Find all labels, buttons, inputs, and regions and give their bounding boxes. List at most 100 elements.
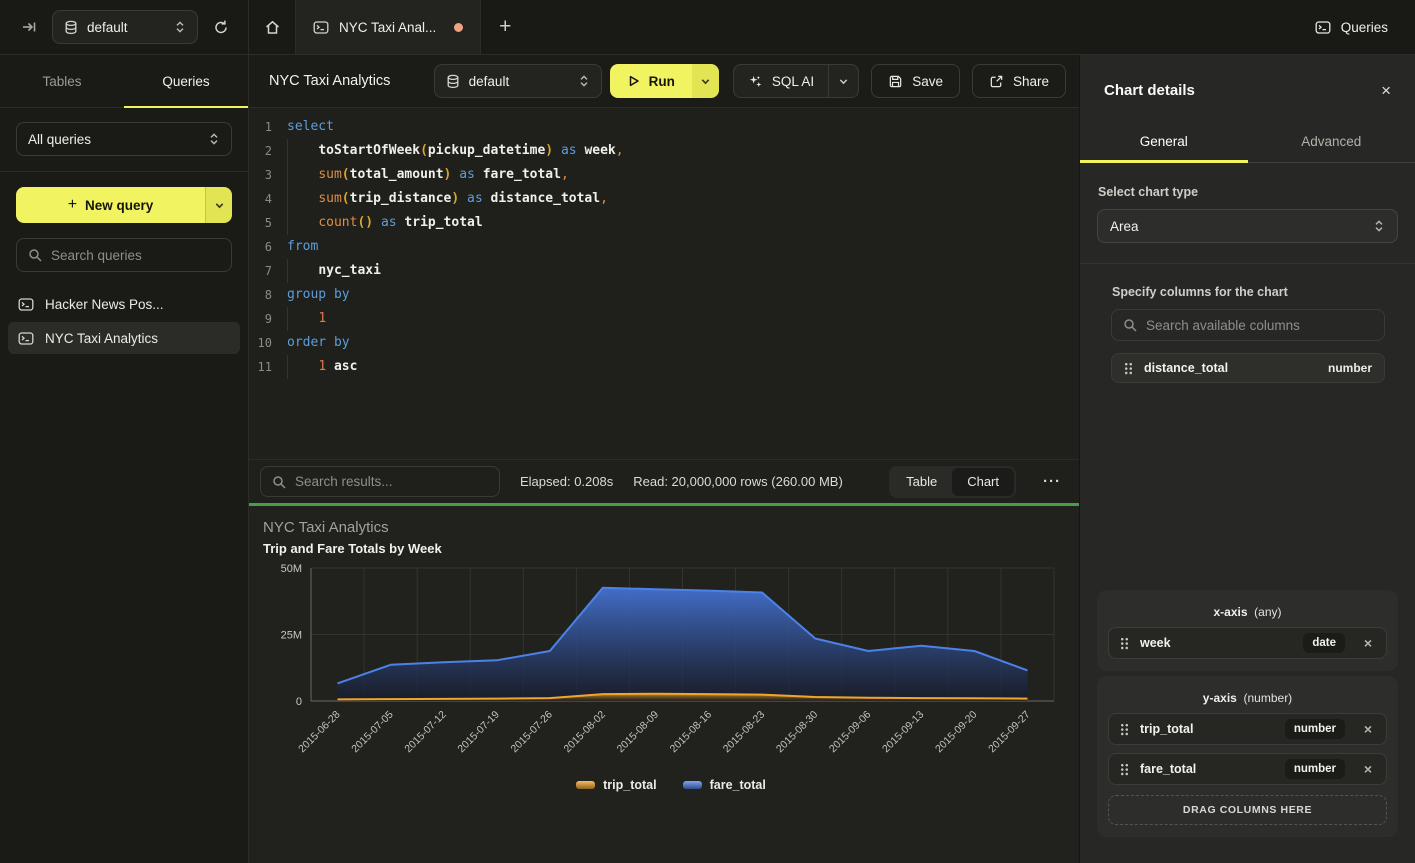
column-type-badge: number <box>1285 719 1345 739</box>
column-name: trip_total <box>1140 722 1193 736</box>
run-database-value: default <box>469 74 569 89</box>
new-query-main[interactable]: + New query <box>16 187 205 223</box>
chevron-updown-icon <box>578 74 590 88</box>
results-chart[interactable]: 025M50M2015-06-282015-07-052015-07-12201… <box>263 562 1075 776</box>
view-toggle-chart[interactable]: Chart <box>952 468 1014 496</box>
results-search-field[interactable] <box>295 474 488 489</box>
close-icon[interactable]: × <box>1381 82 1391 99</box>
editor-line[interactable]: 6from <box>249 235 1079 259</box>
editor-line[interactable]: 10order by <box>249 331 1079 355</box>
drag-handle-icon[interactable] <box>1120 637 1129 650</box>
remove-column-icon[interactable]: × <box>1356 635 1380 651</box>
remove-column-icon[interactable]: × <box>1356 721 1380 737</box>
results-toolbar: Elapsed: 0.208s Read: 20,000,000 rows (2… <box>249 459 1079 503</box>
query-filter-select[interactable]: All queries <box>16 122 232 156</box>
query-search-input[interactable] <box>16 238 232 272</box>
home-button[interactable] <box>249 0 296 54</box>
legend-item[interactable]: trip_total <box>576 778 656 792</box>
svg-text:50M: 50M <box>281 563 302 575</box>
line-number: 8 <box>249 283 287 307</box>
query-item-label: Hacker News Pos... <box>45 297 164 312</box>
drag-handle-icon[interactable] <box>1124 362 1133 375</box>
editor-line[interactable]: 1select <box>249 115 1079 139</box>
editor-line[interactable]: 7 nyc_taxi <box>249 259 1079 283</box>
code-text: count() as trip_total <box>287 211 483 235</box>
editor-line[interactable]: 2 toStartOfWeek(pickup_datetime) as week… <box>249 139 1079 163</box>
save-button[interactable]: Save <box>871 64 960 98</box>
share-button[interactable]: Share <box>972 64 1066 98</box>
legend-item[interactable]: fare_total <box>683 778 766 792</box>
new-query-button[interactable]: + New query <box>16 187 232 223</box>
remove-column-icon[interactable]: × <box>1356 761 1380 777</box>
drag-handle-icon[interactable] <box>1120 723 1129 736</box>
columns-section: Specify columns for the chart distance_t… <box>1111 264 1385 383</box>
divider <box>0 171 248 172</box>
available-column-row[interactable]: distance_totalnumber <box>1111 353 1385 383</box>
search-icon <box>272 475 286 489</box>
x-axis-heading: x-axis (any) <box>1108 605 1387 619</box>
x-axis-box: x-axis (any) weekdate× <box>1097 590 1398 671</box>
columns-search-input[interactable] <box>1111 309 1385 341</box>
editor-line[interactable]: 11 1 asc <box>249 355 1079 379</box>
view-toggle-table[interactable]: Table <box>891 468 952 496</box>
line-number: 11 <box>249 355 287 379</box>
run-options-caret[interactable] <box>692 64 719 98</box>
results-search-input[interactable] <box>260 466 500 497</box>
svg-text:0: 0 <box>296 696 302 708</box>
editor-line[interactable]: 3 sum(total_amount) as fare_total, <box>249 163 1079 187</box>
tab-nyc-taxi-analytics[interactable]: NYC Taxi Anal... <box>296 0 481 54</box>
database-selector[interactable]: default <box>52 10 198 44</box>
query-filter-value: All queries <box>28 132 199 147</box>
code-text: nyc_taxi <box>287 259 381 283</box>
sql-editor[interactable]: 1select2 toStartOfWeek(pickup_datetime) … <box>249 108 1079 459</box>
tab-advanced[interactable]: Advanced <box>1248 120 1415 162</box>
code-text: select <box>287 115 334 139</box>
sidebar-tab-queries[interactable]: Queries <box>124 55 248 107</box>
query-list-item[interactable]: NYC Taxi Analytics <box>8 322 240 354</box>
tab-general[interactable]: General <box>1080 120 1248 162</box>
x-axis-items: weekdate× <box>1108 627 1387 659</box>
query-list: Hacker News Pos... NYC Taxi Analytics <box>8 288 240 356</box>
editor-line[interactable]: 5 count() as trip_total <box>249 211 1079 235</box>
plus-icon: + <box>68 196 77 214</box>
editor-line[interactable]: 8group by <box>249 283 1079 307</box>
chart-type-select[interactable]: Area <box>1097 209 1398 243</box>
axis-column-row[interactable]: trip_total number × <box>1108 713 1387 745</box>
run-database-selector[interactable]: default <box>434 64 602 98</box>
share-label: Share <box>1013 74 1049 89</box>
more-options-button[interactable]: ··· <box>1036 473 1068 490</box>
editor-line[interactable]: 9 1 <box>249 307 1079 331</box>
column-name: fare_total <box>1140 762 1196 776</box>
svg-text:2015-09-27: 2015-09-27 <box>986 709 1033 756</box>
view-toggle: Table Chart <box>889 466 1016 498</box>
line-number: 7 <box>249 259 287 283</box>
editor-line[interactable]: 4 sum(trip_distance) as distance_total, <box>249 187 1079 211</box>
database-icon <box>446 74 460 89</box>
sql-ai-button[interactable]: SQL AI <box>734 65 828 97</box>
database-selector-value: default <box>87 20 165 35</box>
queries-icon <box>1315 20 1331 35</box>
drop-zone[interactable]: DRAG COLUMNS HERE <box>1108 795 1387 825</box>
axis-column-row[interactable]: fare_totalnumber× <box>1108 753 1387 785</box>
columns-search-field[interactable] <box>1146 318 1373 333</box>
chart-subtitle: Trip and Fare Totals by Week <box>263 541 1079 556</box>
collapse-sidebar-button[interactable] <box>14 12 44 42</box>
refresh-button[interactable] <box>206 12 236 42</box>
svg-text:2015-08-02: 2015-08-02 <box>562 709 609 756</box>
query-list-item[interactable]: Hacker News Pos... <box>8 288 240 320</box>
spacer <box>1097 383 1398 590</box>
sidebar-tab-tables[interactable]: Tables <box>0 55 124 107</box>
y-axis-items: trip_totalnumber×fare_totalnumber× <box>1108 713 1387 785</box>
sql-ai-caret[interactable] <box>828 65 858 97</box>
panel-tabs: General Advanced <box>1080 120 1415 163</box>
drag-handle-icon[interactable] <box>1120 763 1129 776</box>
queries-shortcut[interactable]: Queries <box>1288 0 1415 54</box>
columns-label: Specify columns for the chart <box>1112 285 1385 299</box>
run-button[interactable]: Run <box>610 64 692 98</box>
svg-text:25M: 25M <box>281 630 302 642</box>
new-tab-button[interactable]: + <box>481 0 529 54</box>
query-search-field[interactable] <box>51 248 220 263</box>
new-query-caret[interactable] <box>205 187 232 223</box>
axis-column-row[interactable]: weekdate× <box>1108 627 1387 659</box>
new-query-label: New query <box>85 198 153 213</box>
